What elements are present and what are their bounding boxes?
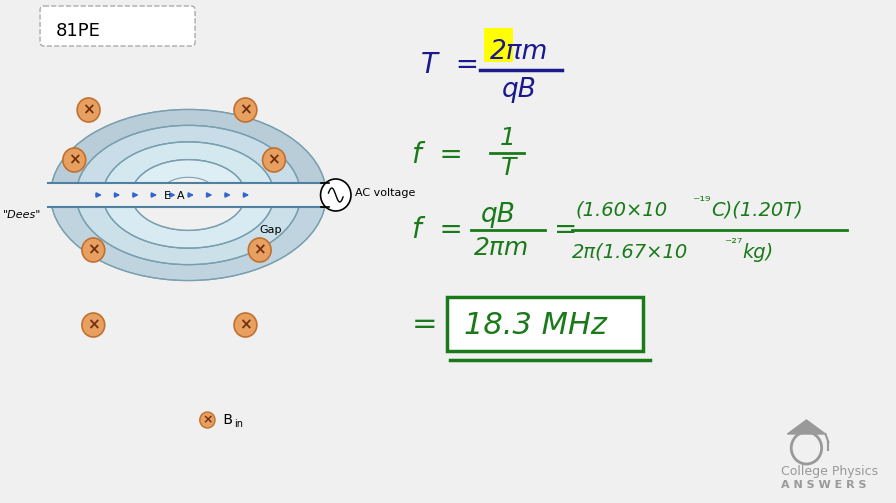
Text: qB: qB (502, 77, 537, 103)
Polygon shape (50, 110, 326, 195)
Text: 18.3 MHz: 18.3 MHz (464, 311, 607, 341)
Circle shape (234, 313, 257, 337)
Text: (1.60×10: (1.60×10 (575, 201, 668, 219)
Polygon shape (76, 125, 300, 195)
FancyBboxPatch shape (40, 6, 195, 46)
Text: f  =: f = (412, 141, 462, 169)
Text: qB: qB (480, 202, 515, 228)
Circle shape (82, 313, 105, 337)
Text: "Dees": "Dees" (3, 210, 41, 220)
Circle shape (200, 412, 215, 428)
Text: ×: × (68, 152, 81, 167)
Text: AC voltage: AC voltage (355, 188, 415, 198)
Text: ×: × (87, 242, 99, 258)
Text: ×: × (254, 242, 266, 258)
Circle shape (77, 98, 100, 122)
Text: =: = (412, 310, 437, 340)
Circle shape (248, 238, 271, 262)
Polygon shape (132, 159, 246, 195)
Circle shape (321, 179, 351, 211)
Polygon shape (103, 195, 274, 248)
Text: ×: × (268, 152, 280, 167)
Text: 2π(1.67×10: 2π(1.67×10 (572, 242, 688, 262)
Text: ⁻¹⁹: ⁻¹⁹ (693, 195, 711, 209)
Text: A: A (177, 191, 185, 201)
Text: ⁻²⁷: ⁻²⁷ (724, 237, 742, 251)
Text: ×: × (239, 317, 252, 332)
Text: C)(1.20T): C)(1.20T) (711, 201, 803, 219)
FancyBboxPatch shape (447, 297, 643, 351)
Circle shape (82, 238, 105, 262)
Circle shape (234, 98, 257, 122)
Polygon shape (788, 420, 825, 434)
Polygon shape (76, 195, 300, 265)
Text: 2πm: 2πm (474, 236, 529, 260)
Circle shape (63, 148, 86, 172)
Text: f  =: f = (412, 216, 462, 244)
Text: Gap: Gap (260, 225, 282, 235)
Text: =: = (555, 216, 578, 244)
Polygon shape (50, 195, 326, 281)
Bar (46, 182, 331, 208)
Text: 1: 1 (499, 126, 515, 150)
Text: 81PE: 81PE (56, 22, 100, 40)
Text: T  =: T = (421, 51, 479, 79)
Text: ×: × (87, 317, 99, 332)
Text: 2πm: 2πm (490, 39, 548, 65)
Text: B: B (219, 413, 233, 427)
Text: College Physics: College Physics (780, 465, 878, 478)
Polygon shape (103, 142, 274, 195)
Text: ×: × (82, 103, 95, 118)
Text: kg): kg) (743, 242, 774, 262)
Text: ×: × (239, 103, 252, 118)
Text: in: in (234, 419, 243, 429)
FancyBboxPatch shape (484, 28, 513, 62)
Text: T: T (501, 156, 516, 180)
Circle shape (263, 148, 286, 172)
Text: ×: × (202, 413, 212, 427)
Text: A N S W E R S: A N S W E R S (780, 480, 866, 490)
Text: E: E (164, 191, 171, 201)
